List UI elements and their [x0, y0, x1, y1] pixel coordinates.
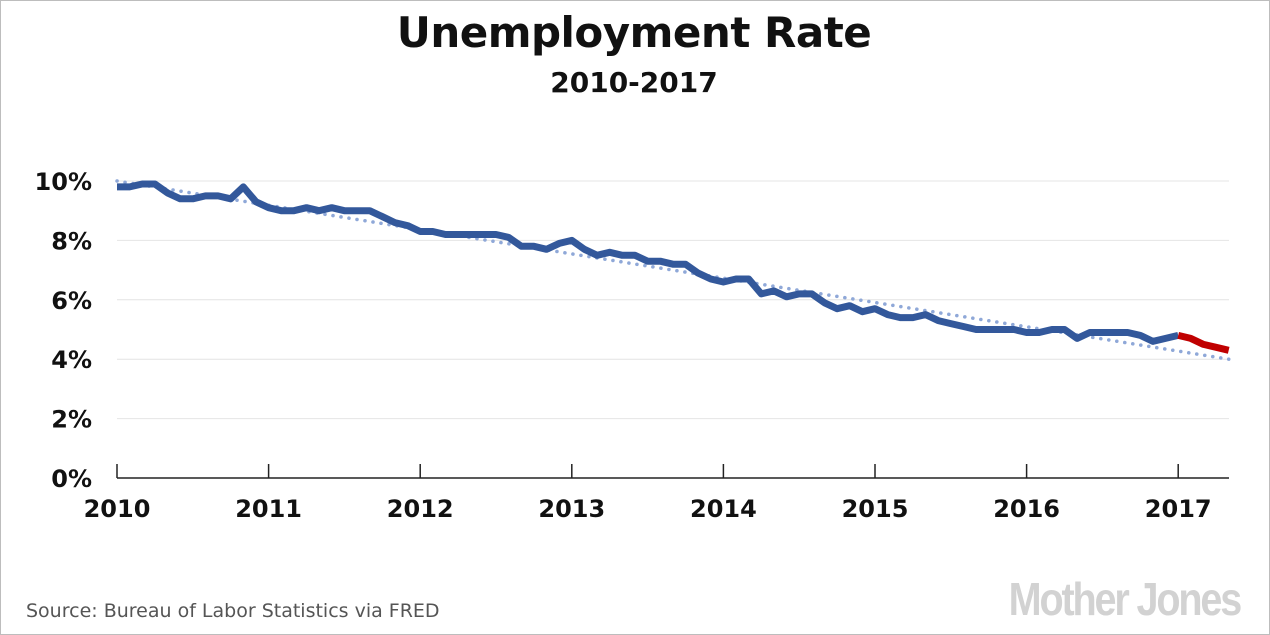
x-tick-label: 2012: [387, 495, 454, 523]
y-tick-label: 0%: [51, 465, 92, 493]
series-line-main: [117, 180, 1180, 345]
publisher-logo: Mother Jones: [1008, 573, 1243, 625]
y-tick-label: 8%: [51, 227, 92, 255]
y-tick-label: 4%: [51, 346, 92, 374]
y-tick-label: 2%: [51, 406, 92, 434]
x-axis: 2010 2011 2012 2013 2014 2015 2016 2017: [84, 464, 1229, 523]
series-group: [115, 179, 1231, 361]
gridlines: [117, 180, 1229, 420]
x-tick-label: 2011: [235, 495, 302, 523]
source-note: Source: Bureau of Labor Statistics via F…: [26, 600, 440, 622]
y-tick-label: 10%: [35, 168, 92, 196]
x-tick-label: 2014: [690, 495, 757, 523]
series-line-highlight: [1177, 331, 1230, 354]
x-tick-label: 2013: [538, 495, 605, 523]
x-tick-label: 2017: [1145, 495, 1212, 523]
y-tick-label: 6%: [51, 287, 92, 315]
x-tick-label: 2015: [842, 495, 909, 523]
x-tick-label: 2010: [84, 495, 151, 523]
x-tick-label: 2016: [993, 495, 1060, 523]
chart-title: Unemployment Rate: [396, 8, 872, 57]
y-axis-ticks: 0% 2% 4% 6% 8% 10%: [35, 168, 92, 493]
chart-subtitle: 2010-2017: [550, 66, 718, 99]
